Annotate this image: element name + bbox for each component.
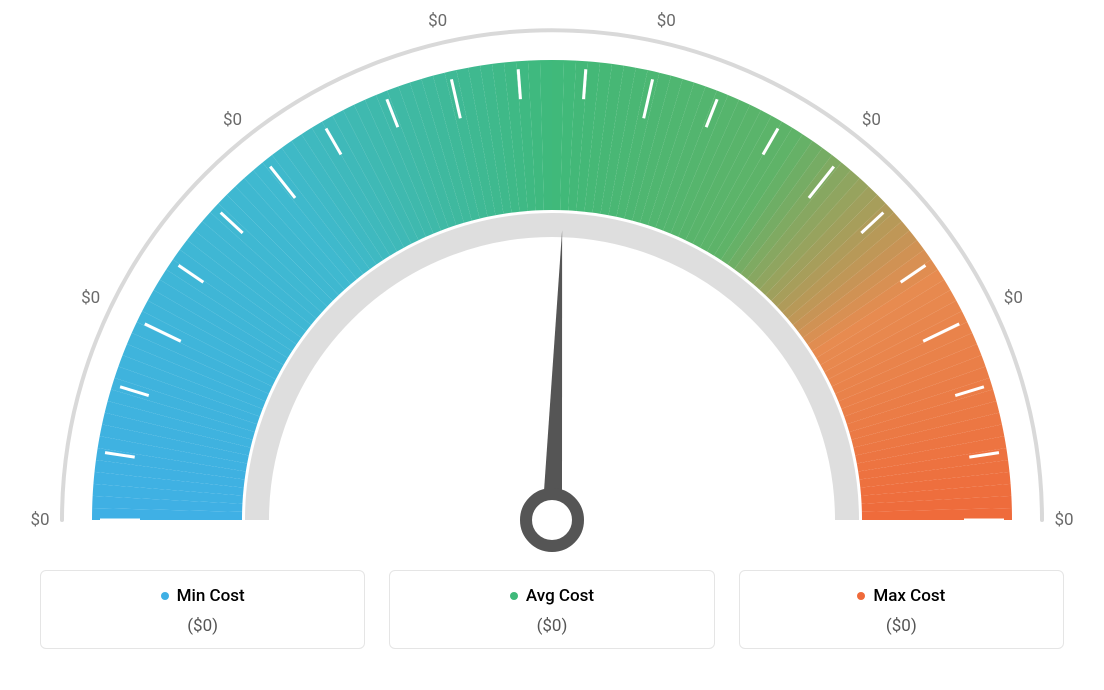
legend-card-avg: Avg Cost ($0) <box>389 570 714 649</box>
gauge-scale-label: $0 <box>657 11 676 31</box>
legend-label-avg: Avg Cost <box>510 586 594 606</box>
chart-container: $0 $0 $0 $0 $0 $0 $0 $0 Min Cost ($0) Avg Cost … <box>0 0 1104 690</box>
gauge-scale-label: $0 <box>30 510 49 530</box>
gauge-chart: $0 $0 $0 $0 $0 $0 $0 $0 <box>0 0 1104 560</box>
legend-card-min: Min Cost ($0) <box>40 570 365 649</box>
legend-text-max: Max Cost <box>873 586 945 606</box>
gauge-scale-label: $0 <box>862 110 881 130</box>
legend-card-max: Max Cost ($0) <box>739 570 1064 649</box>
legend-label-min: Min Cost <box>161 586 245 606</box>
gauge-scale-label: $0 <box>81 288 100 308</box>
gauge-scale-label: $0 <box>1054 510 1073 530</box>
legend-value-max: ($0) <box>750 616 1053 636</box>
legend-text-min: Min Cost <box>177 586 245 606</box>
legend-label-max: Max Cost <box>857 586 945 606</box>
legend-dot-min <box>161 592 169 600</box>
legend-text-avg: Avg Cost <box>526 586 594 606</box>
legend-row: Min Cost ($0) Avg Cost ($0) Max Cost ($0… <box>40 570 1064 649</box>
gauge-svg <box>0 0 1104 560</box>
legend-value-min: ($0) <box>51 616 354 636</box>
gauge-scale-label: $0 <box>1004 288 1023 308</box>
legend-dot-max <box>857 592 865 600</box>
gauge-scale-label: $0 <box>428 11 447 31</box>
legend-dot-avg <box>510 592 518 600</box>
legend-value-avg: ($0) <box>400 616 703 636</box>
gauge-scale-label: $0 <box>223 110 242 130</box>
